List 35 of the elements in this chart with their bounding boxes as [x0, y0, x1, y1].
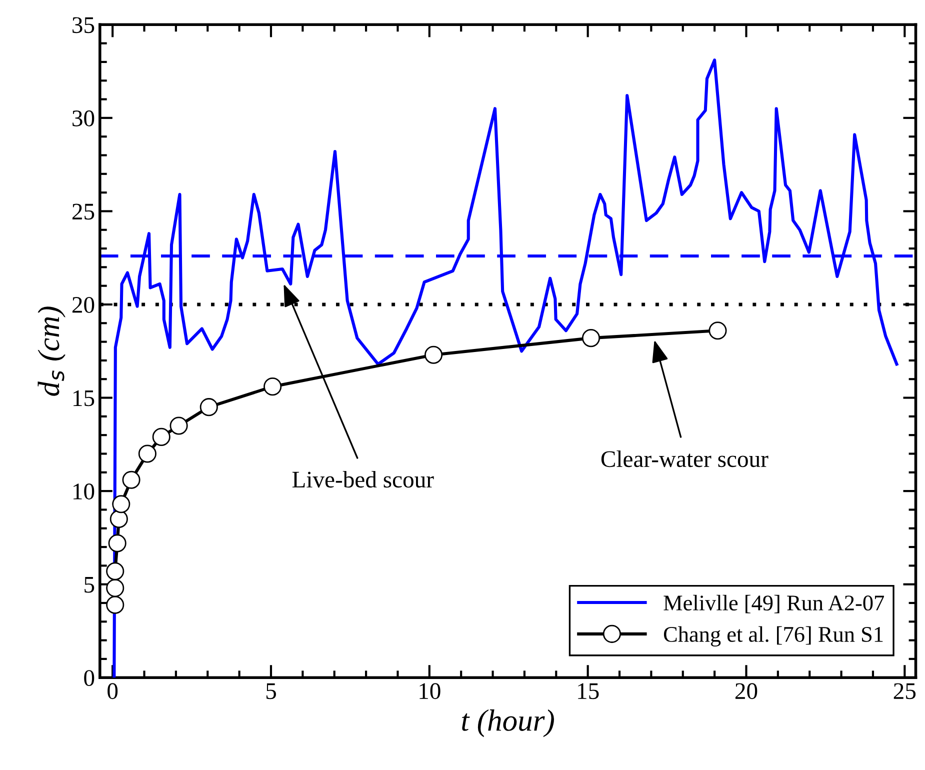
- annotation: Live-bed scour: [292, 471, 434, 488]
- point: [200, 398, 218, 416]
- point: [106, 579, 124, 598]
- point: [424, 346, 443, 364]
- y-tick-label: 25: [72, 204, 94, 220]
- legend-label: Melivlle [49] Run A2-07: [664, 594, 884, 614]
- point: [582, 329, 600, 348]
- point: [152, 428, 170, 446]
- y-tick-label: 20: [72, 296, 94, 313]
- x-tick-label: 20: [735, 683, 758, 700]
- point: [122, 470, 140, 489]
- y-tick-label: 0: [84, 670, 94, 686]
- x-tick-label: 10: [420, 683, 440, 700]
- y-tick-label: 15: [74, 390, 94, 406]
- point: [138, 444, 156, 463]
- legend-label: Chang et al. [76] Run S1: [664, 626, 883, 646]
- y-tick-label: 10: [74, 484, 94, 500]
- point: [110, 510, 128, 528]
- point: [170, 416, 188, 435]
- point: [708, 322, 727, 340]
- point: [112, 495, 130, 514]
- annotation: Clear-water scour: [601, 450, 768, 468]
- y-tick-label: 35: [72, 17, 94, 34]
- x-tick-label: 0: [108, 683, 118, 700]
- x-tick-label: 25: [894, 683, 916, 700]
- y-axis-title: d$_{s}$ (cm): [38, 306, 66, 396]
- point: [264, 378, 282, 396]
- x-axis-title: t (hour): [462, 709, 554, 738]
- point: [108, 534, 126, 552]
- y-tick-label: 30: [72, 110, 94, 126]
- y-tick-label: 5: [84, 577, 94, 593]
- point: [106, 596, 124, 614]
- point: [106, 562, 124, 580]
- x-tick-label: 5: [266, 683, 276, 700]
- x-tick-label: 15: [578, 683, 599, 700]
